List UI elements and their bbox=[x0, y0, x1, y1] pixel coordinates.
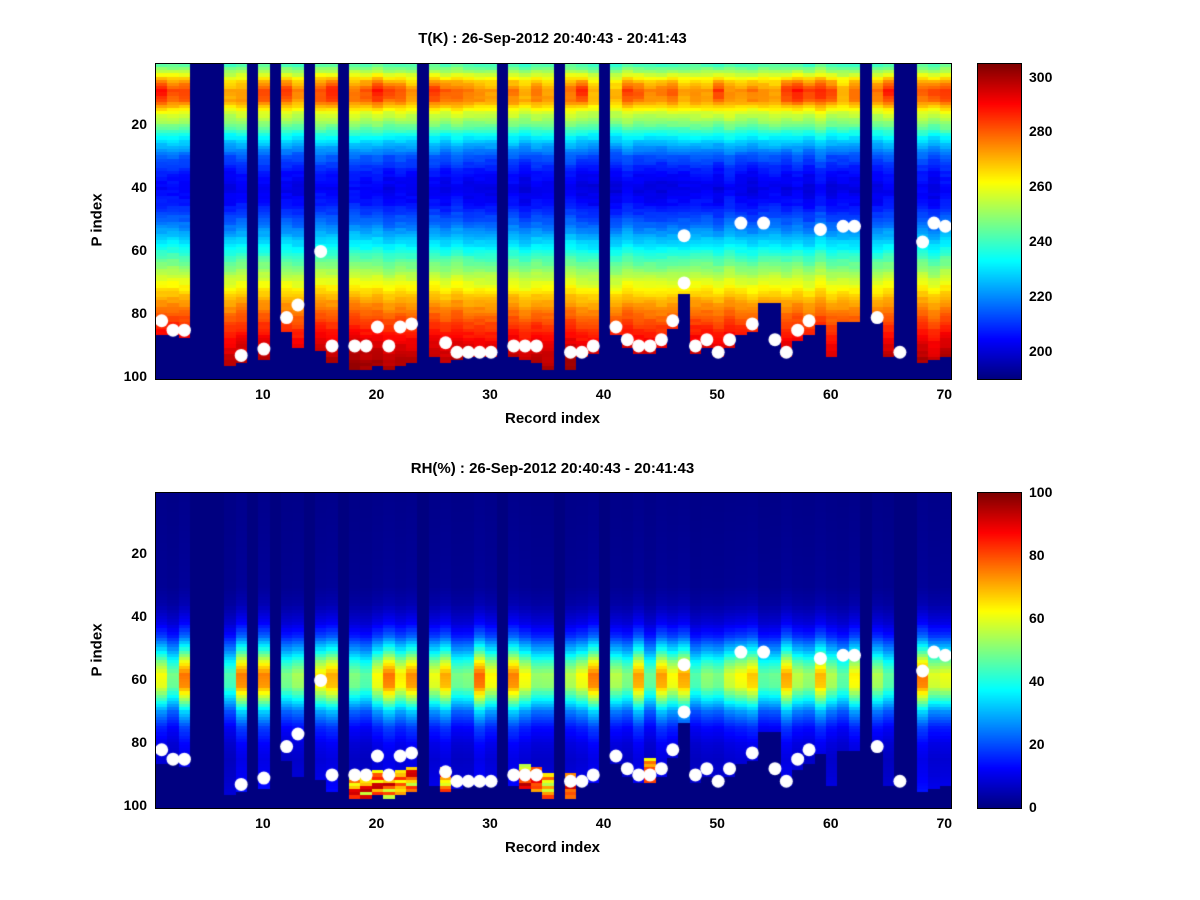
x-tick-label: 20 bbox=[368, 815, 385, 831]
x-tick-label: 50 bbox=[709, 815, 725, 831]
x-tick-label: 40 bbox=[595, 386, 612, 402]
x-tick-label: 50 bbox=[709, 386, 725, 402]
x-tick-label: 60 bbox=[822, 386, 839, 402]
y-tick-label: 20 bbox=[131, 545, 147, 562]
colorbar-tick-label: 220 bbox=[1029, 287, 1053, 304]
y-tick-label: 20 bbox=[131, 116, 147, 133]
humidity-y-axis-label: P index bbox=[88, 623, 106, 677]
x-tick-label: 70 bbox=[936, 386, 953, 402]
humidity-heatmap-canvas bbox=[155, 492, 952, 809]
colorbar-tick-label: 260 bbox=[1029, 178, 1053, 195]
colorbar-tick-label: 0 bbox=[1029, 799, 1037, 815]
x-tick-label: 10 bbox=[255, 386, 271, 402]
x-tick-label: 60 bbox=[822, 815, 839, 831]
humidity-plot-title: RH(%) : 26-Sep-2012 20:40:43 - 20:41:43 bbox=[410, 460, 695, 477]
colorbar-tick-label: 40 bbox=[1029, 673, 1045, 689]
temperature-plot-title: T(K) : 26-Sep-2012 20:40:43 - 20:41:43 bbox=[418, 30, 687, 47]
colorbar-tick-label: 20 bbox=[1029, 736, 1045, 752]
x-tick-label: 30 bbox=[482, 386, 498, 402]
humidity-colorbar-canvas bbox=[977, 492, 1022, 809]
temperature-y-axis-label: P index bbox=[88, 193, 106, 247]
y-tick-label: 40 bbox=[131, 608, 147, 625]
colorbar-tick-label: 60 bbox=[1029, 610, 1045, 626]
y-tick-label: 40 bbox=[131, 179, 147, 196]
x-tick-label: 70 bbox=[936, 815, 953, 831]
temperature-colorbar-canvas bbox=[977, 63, 1022, 380]
y-tick-label: 60 bbox=[131, 671, 147, 688]
temperature-heatmap-canvas bbox=[155, 63, 952, 380]
y-tick-label: 100 bbox=[123, 368, 147, 385]
y-tick-label: 80 bbox=[131, 305, 147, 322]
humidity-x-axis-label: Record index bbox=[504, 839, 601, 856]
colorbar-tick-label: 200 bbox=[1029, 342, 1053, 359]
colorbar-tick-label: 240 bbox=[1029, 233, 1053, 250]
x-tick-label: 30 bbox=[482, 815, 498, 831]
colorbar-tick-label: 300 bbox=[1029, 68, 1053, 85]
y-tick-label: 100 bbox=[123, 797, 147, 814]
colorbar-tick-label: 100 bbox=[1029, 484, 1053, 500]
x-tick-label: 40 bbox=[595, 815, 612, 831]
y-tick-label: 60 bbox=[131, 242, 147, 259]
temperature-x-axis-label: Record index bbox=[504, 410, 601, 427]
x-tick-label: 10 bbox=[255, 815, 271, 831]
y-tick-label: 80 bbox=[131, 734, 147, 751]
x-tick-label: 20 bbox=[368, 386, 385, 402]
colorbar-tick-label: 80 bbox=[1029, 547, 1045, 563]
colorbar-tick-label: 280 bbox=[1029, 123, 1053, 140]
